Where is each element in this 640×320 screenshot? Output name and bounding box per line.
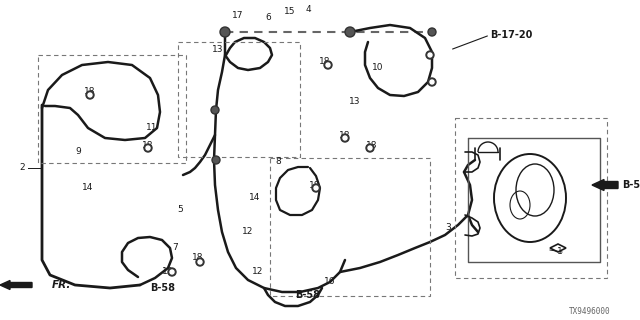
Text: 18: 18 [84, 87, 96, 97]
Circle shape [426, 51, 434, 59]
Text: 18: 18 [366, 140, 378, 149]
Text: 7: 7 [172, 244, 178, 252]
Text: 18: 18 [309, 180, 321, 189]
Circle shape [368, 146, 372, 150]
Text: 11: 11 [147, 124, 157, 132]
Text: 12: 12 [243, 228, 253, 236]
Circle shape [428, 53, 432, 57]
Bar [270, 158, 430, 296]
Circle shape [88, 93, 92, 97]
Bar [178, 42, 300, 157]
Circle shape [312, 184, 320, 192]
Text: 12: 12 [252, 268, 264, 276]
Text: 17: 17 [232, 11, 244, 20]
Bar [38, 55, 186, 163]
Circle shape [326, 63, 330, 67]
Circle shape [314, 186, 318, 190]
Circle shape [86, 91, 94, 99]
Circle shape [366, 144, 374, 152]
Circle shape [341, 134, 349, 142]
Text: 6: 6 [265, 13, 271, 22]
Circle shape [343, 136, 347, 140]
Circle shape [146, 146, 150, 150]
Circle shape [144, 144, 152, 152]
Text: 10: 10 [372, 63, 384, 73]
Text: 18: 18 [339, 131, 351, 140]
Circle shape [220, 27, 230, 37]
Text: B-57: B-57 [622, 180, 640, 190]
Text: 4: 4 [305, 5, 311, 14]
Circle shape [345, 27, 355, 37]
Text: 13: 13 [212, 45, 224, 54]
Text: 9: 9 [75, 148, 81, 156]
Text: 8: 8 [275, 157, 281, 166]
Circle shape [428, 78, 436, 86]
Text: 14: 14 [250, 194, 260, 203]
Text: 13: 13 [349, 98, 361, 107]
FancyArrow shape [0, 281, 32, 290]
Text: 13: 13 [163, 268, 173, 276]
Text: 3: 3 [445, 223, 451, 233]
Circle shape [428, 28, 436, 36]
Text: TX9496000: TX9496000 [569, 308, 611, 316]
Circle shape [430, 80, 434, 84]
Text: B-58: B-58 [150, 283, 175, 293]
Text: 5: 5 [177, 205, 183, 214]
Circle shape [196, 258, 204, 266]
Text: FR.: FR. [52, 280, 72, 290]
Text: B-17-20: B-17-20 [490, 30, 532, 40]
Circle shape [211, 106, 219, 114]
Text: 15: 15 [284, 7, 296, 17]
Text: 16: 16 [324, 277, 336, 286]
Circle shape [212, 156, 220, 164]
Text: 14: 14 [83, 183, 93, 193]
Circle shape [198, 260, 202, 264]
Text: 1: 1 [557, 247, 563, 257]
Text: 2: 2 [19, 164, 25, 172]
Text: B-58: B-58 [295, 290, 320, 300]
FancyArrow shape [592, 180, 618, 190]
Circle shape [170, 270, 174, 274]
Text: 18: 18 [142, 140, 154, 149]
Bar [455, 118, 607, 278]
Circle shape [168, 268, 176, 276]
Circle shape [324, 61, 332, 69]
Text: 18: 18 [192, 253, 204, 262]
Text: 18: 18 [319, 58, 331, 67]
